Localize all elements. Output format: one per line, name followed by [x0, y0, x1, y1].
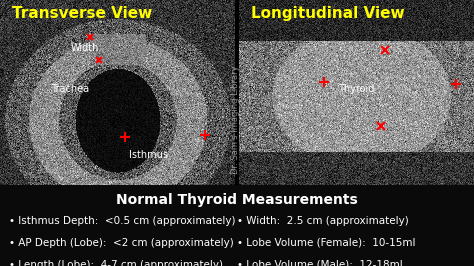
Text: • Isthmus Depth:  <0.5 cm (approximately): • Isthmus Depth: <0.5 cm (approximately): [9, 216, 236, 226]
Text: • Width:  2.5 cm (approximately): • Width: 2.5 cm (approximately): [237, 216, 409, 226]
Text: • Lobe Volume (Female):  10-15ml: • Lobe Volume (Female): 10-15ml: [237, 238, 416, 248]
Text: Longitudinal View: Longitudinal View: [251, 6, 405, 20]
Text: Trachea: Trachea: [51, 84, 90, 94]
Text: Isthmus: Isthmus: [129, 150, 168, 160]
Text: • Lobe Volume (Male):  12-18ml: • Lobe Volume (Male): 12-18ml: [237, 260, 403, 266]
Text: • Length (Lobe):  4-7 cm (approximately): • Length (Lobe): 4-7 cm (approximately): [9, 260, 223, 266]
Text: Width: Width: [70, 43, 99, 53]
Text: Dr. Sam's Imaging Library: Dr. Sam's Imaging Library: [231, 65, 240, 174]
Text: • AP Depth (Lobe):  <2 cm (approximately): • AP Depth (Lobe): <2 cm (approximately): [9, 238, 234, 248]
Text: Normal Thyroid Measurements: Normal Thyroid Measurements: [116, 193, 358, 207]
Text: Thyroid: Thyroid: [338, 84, 375, 94]
Text: Transverse View: Transverse View: [12, 6, 152, 20]
